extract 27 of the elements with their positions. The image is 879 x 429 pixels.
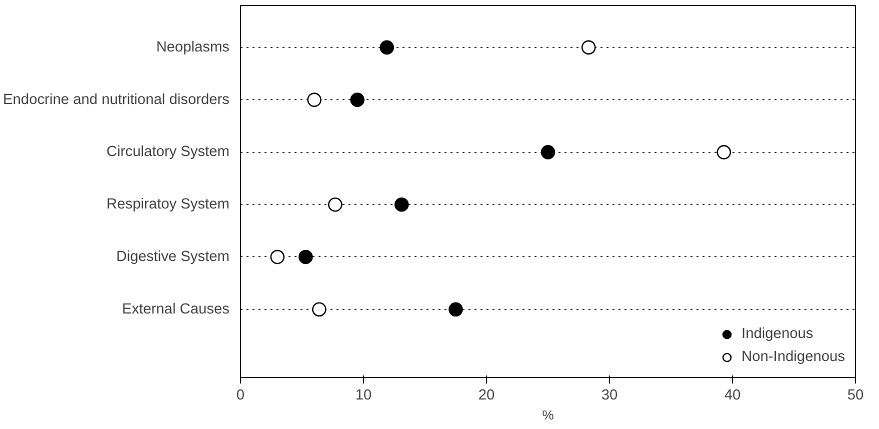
x-tick-label: 30 [601, 388, 618, 404]
y-tick-label: Digestive System [116, 248, 230, 265]
point [394, 197, 409, 212]
point [716, 145, 732, 160]
y-tick-label: External Causes [122, 301, 230, 318]
x-axis-title: % [542, 408, 554, 422]
x-tick-label: 40 [724, 388, 741, 404]
point [312, 302, 326, 317]
x-tick-label: 20 [478, 388, 495, 404]
y-tick-label: Neoplasms [156, 39, 230, 56]
point [448, 302, 463, 317]
point [298, 250, 313, 264]
x-tick-label: 50 [847, 388, 864, 404]
point [581, 40, 596, 55]
point [350, 92, 364, 107]
y-tick-label: Endocrine and nutritional disorders [3, 92, 230, 108]
point [307, 92, 322, 107]
point [270, 250, 285, 264]
point [328, 197, 342, 212]
y-tick-label: Circulatory System [106, 144, 230, 160]
legend-label: Indigenous [742, 326, 814, 342]
x-tick-label: 10 [355, 388, 372, 404]
y-tick-label: Respiratoy System [106, 196, 230, 213]
legend-label: Non-Indigenous [742, 349, 845, 365]
point [540, 145, 556, 160]
point [380, 40, 394, 55]
x-tick-label: 0 [236, 388, 245, 404]
